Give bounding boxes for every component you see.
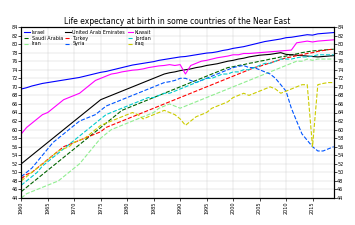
Syria: [120, 98, 124, 101]
Iraq: [72, 141, 76, 144]
Saudi Arabia: [215, 70, 219, 73]
Line: Turkey: Turkey: [21, 49, 334, 179]
Iran: [19, 197, 23, 199]
Iraq: [120, 115, 124, 118]
United Arab Emirates: [120, 90, 124, 92]
Turkey: [19, 178, 23, 180]
Line: Iraq: Iraq: [21, 83, 334, 181]
Jordan: [72, 139, 76, 142]
Line: United Arab Emirates: United Arab Emirates: [21, 53, 334, 164]
Kuwait: [99, 77, 103, 80]
Jordan: [316, 54, 320, 56]
Kuwait: [332, 38, 336, 41]
Iran: [109, 128, 114, 131]
Kuwait: [120, 70, 124, 73]
Iran: [305, 58, 309, 60]
Saudi Arabia: [72, 148, 76, 150]
Saudi Arabia: [109, 118, 114, 120]
Israel: [72, 77, 76, 80]
Kuwait: [125, 70, 129, 72]
United Arab Emirates: [72, 120, 76, 122]
Syria: [99, 109, 103, 112]
Iraq: [215, 105, 219, 107]
Jordan: [99, 118, 103, 120]
Iran: [332, 58, 336, 60]
Israel: [99, 71, 103, 74]
Saudi Arabia: [99, 126, 103, 129]
United Arab Emirates: [332, 54, 336, 57]
Kuwait: [109, 73, 114, 75]
Iraq: [19, 180, 23, 182]
Jordan: [215, 75, 219, 78]
Line: Syria: Syria: [21, 65, 334, 177]
Line: Iran: Iran: [21, 59, 334, 198]
Iraq: [109, 120, 114, 122]
Iraq: [326, 81, 331, 84]
Jordan: [120, 107, 124, 110]
Turkey: [109, 124, 114, 127]
Saudi Arabia: [19, 190, 23, 193]
Turkey: [99, 130, 103, 133]
Syria: [19, 175, 23, 178]
Line: Saudi Arabia: Saudi Arabia: [21, 49, 334, 192]
Syria: [109, 103, 114, 105]
Syria: [72, 124, 76, 127]
Jordan: [109, 111, 114, 114]
Saudi Arabia: [125, 107, 129, 110]
United Arab Emirates: [279, 51, 283, 54]
Kuwait: [72, 94, 76, 97]
Line: Israel: Israel: [21, 33, 334, 89]
Iran: [125, 122, 129, 125]
Turkey: [72, 141, 76, 144]
Israel: [332, 31, 336, 34]
Syria: [215, 73, 219, 75]
Israel: [120, 66, 124, 69]
United Arab Emirates: [215, 62, 219, 65]
Israel: [215, 50, 219, 53]
United Arab Emirates: [99, 98, 103, 101]
Jordan: [19, 184, 23, 187]
Jordan: [332, 54, 336, 56]
United Arab Emirates: [19, 162, 23, 165]
Turkey: [332, 48, 336, 51]
Jordan: [125, 105, 129, 107]
Syria: [125, 96, 129, 99]
Syria: [241, 64, 246, 67]
Iraq: [332, 81, 336, 84]
Syria: [332, 145, 336, 148]
Turkey: [125, 118, 129, 120]
Iran: [120, 124, 124, 127]
Iran: [215, 92, 219, 94]
Iran: [99, 137, 103, 139]
Israel: [19, 88, 23, 90]
Iran: [72, 167, 76, 169]
Israel: [109, 69, 114, 72]
Turkey: [120, 120, 124, 122]
Saudi Arabia: [120, 109, 124, 112]
Line: Kuwait: Kuwait: [21, 40, 334, 134]
Kuwait: [215, 56, 219, 59]
United Arab Emirates: [109, 94, 114, 97]
Legend: Israel, Saudi Arabia, Iran, United Arab Emirates, Turkey, Syria, Kuwait, Jordan,: Israel, Saudi Arabia, Iran, United Arab …: [24, 29, 152, 47]
Iraq: [125, 113, 129, 116]
Title: Life expectancy at birth in some countries of the Near East: Life expectancy at birth in some countri…: [64, 17, 291, 26]
Turkey: [215, 81, 219, 84]
Iraq: [99, 124, 103, 127]
United Arab Emirates: [125, 88, 129, 90]
Israel: [125, 65, 129, 68]
Kuwait: [19, 133, 23, 135]
Saudi Arabia: [332, 48, 336, 51]
Line: Jordan: Jordan: [21, 55, 334, 185]
